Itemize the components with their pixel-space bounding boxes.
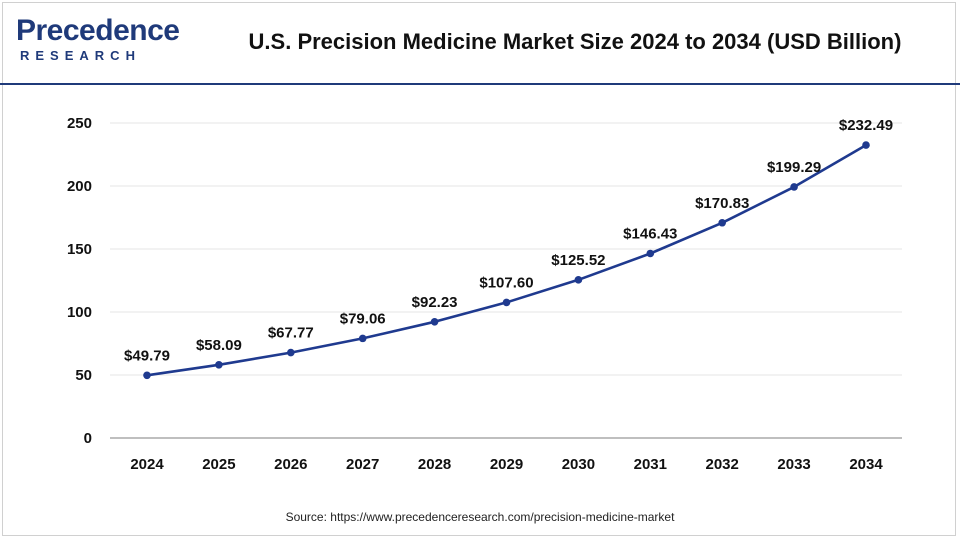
y-tick-label: 50 [75, 367, 92, 384]
data-label: $92.23 [412, 294, 458, 311]
data-point [287, 348, 295, 357]
data-label: $67.77 [268, 325, 314, 342]
x-tick-label: 2027 [346, 456, 379, 473]
data-label: $232.49 [839, 117, 893, 134]
header: Precedence RESEARCH U.S. Precision Medic… [0, 0, 960, 82]
x-tick-label: 2028 [418, 456, 451, 473]
data-point [718, 218, 726, 227]
chart-title: U.S. Precision Medicine Market Size 2024… [248, 29, 902, 54]
x-tick-label: 2024 [130, 456, 164, 473]
data-point [215, 361, 223, 369]
y-tick-label: 100 [67, 304, 92, 321]
data-label: $107.60 [479, 274, 533, 291]
y-tick-label: 150 [67, 241, 92, 258]
x-tick-label: 2029 [490, 456, 523, 473]
data-point [502, 298, 511, 307]
header-divider [0, 83, 960, 85]
data-label: $199.29 [767, 159, 821, 176]
data-point [646, 249, 655, 258]
data-label: $125.52 [551, 252, 605, 269]
x-tick-label: 2031 [634, 456, 667, 473]
data-label: $79.06 [340, 310, 386, 327]
x-tick-label: 2034 [849, 456, 883, 473]
data-label: $170.83 [695, 195, 749, 212]
data-label: $146.43 [623, 225, 677, 242]
source-note: Source: https://www.precedenceresearch.c… [285, 510, 675, 524]
data-point [862, 141, 870, 149]
data-point [430, 317, 439, 326]
x-tick-label: 2032 [706, 456, 739, 473]
data-label: $58.09 [196, 337, 242, 354]
y-tick-label: 250 [67, 115, 92, 132]
x-tick-label: 2030 [562, 456, 595, 473]
series-line [146, 143, 867, 377]
data-point [358, 334, 367, 343]
data-point [790, 183, 798, 191]
data-label: $49.79 [124, 347, 170, 364]
x-tick-label: 2025 [202, 456, 235, 473]
x-tick-label: 2026 [274, 456, 307, 473]
x-tick-label: 2033 [777, 456, 810, 473]
logo-subtitle: RESEARCH [20, 48, 141, 63]
y-tick-label: 0 [84, 430, 92, 447]
data-point [574, 276, 583, 284]
logo: Precedence RESEARCH [16, 14, 180, 64]
data-point [143, 371, 151, 380]
logo-wordmark: Precedence [16, 14, 180, 47]
y-tick-label: 200 [67, 178, 92, 195]
